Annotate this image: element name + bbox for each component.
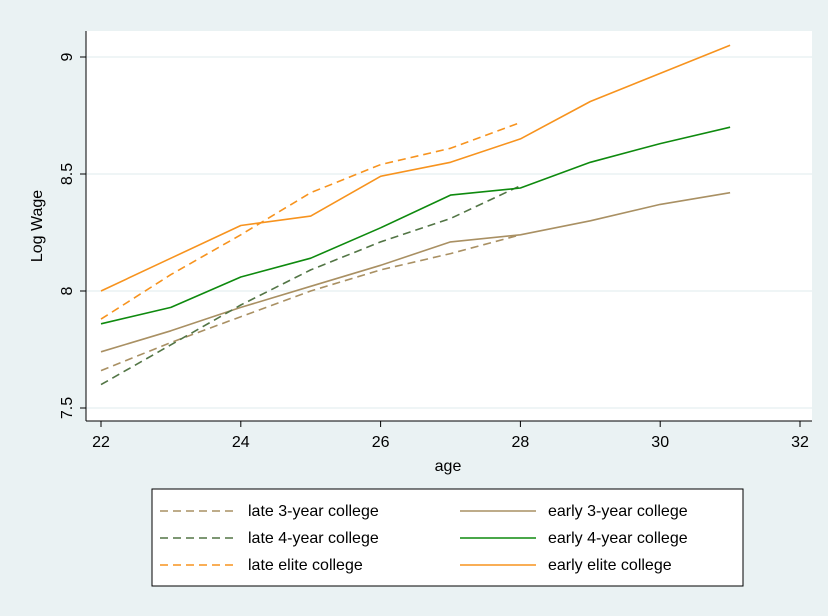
series-line-early-3-year-college bbox=[100, 191, 731, 353]
x-axis-label: age bbox=[435, 458, 462, 475]
y-axis-label: Log Wage bbox=[29, 190, 46, 262]
series-line-early-4-year-college bbox=[100, 126, 731, 325]
legend-box bbox=[151, 488, 744, 587]
series-line-late-3-year-college bbox=[100, 234, 521, 372]
legend-label: early 4-year college bbox=[548, 530, 688, 547]
series-line-late-elite-college bbox=[100, 121, 521, 320]
legend: late 3-year college early 3-year college l… bbox=[151, 488, 744, 587]
x-tick-label: 22 bbox=[92, 434, 110, 451]
legend-label: late elite college bbox=[248, 557, 363, 574]
x-tick-label: 28 bbox=[512, 434, 530, 451]
legend-label: early 3-year college bbox=[548, 503, 688, 520]
legend-label: late 4-year college bbox=[248, 530, 379, 547]
x-tick-label: 24 bbox=[232, 434, 250, 451]
x-tick-label: 32 bbox=[791, 434, 809, 451]
x-tick-label: 30 bbox=[651, 434, 669, 451]
axis-ticks: 7.5 8 8.5 9 22 24 26 28 30 32 bbox=[59, 52, 809, 451]
axes bbox=[85, 31, 812, 422]
legend-label: early elite college bbox=[548, 557, 672, 574]
series-line-early-elite-college bbox=[100, 44, 731, 292]
y-tick-label: 8.5 bbox=[59, 163, 76, 185]
series-lines bbox=[100, 44, 731, 386]
y-tick-label: 7.5 bbox=[59, 397, 76, 419]
series-line-late-4-year-college bbox=[100, 184, 521, 386]
plot-area bbox=[86, 31, 812, 421]
x-tick-label: 26 bbox=[372, 434, 390, 451]
y-tick-label: 8 bbox=[59, 286, 76, 295]
legend-label: late 3-year college bbox=[248, 503, 379, 520]
y-tick-label: 9 bbox=[59, 52, 76, 61]
